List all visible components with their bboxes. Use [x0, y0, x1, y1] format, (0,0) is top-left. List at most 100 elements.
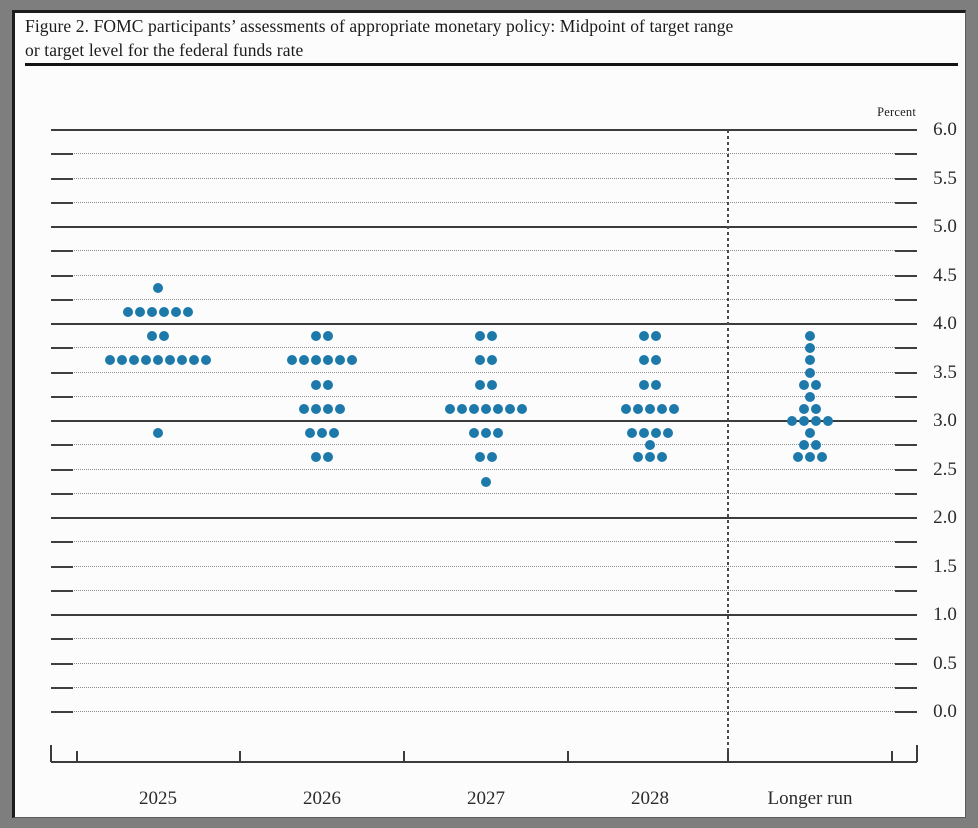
y-tick-right [895, 468, 917, 471]
participant-dot [799, 416, 809, 426]
gridline-dotted [51, 541, 917, 543]
participant-dot [799, 379, 809, 390]
participant-dot [201, 355, 211, 366]
y-tick-right [895, 298, 917, 301]
participant-dot [147, 306, 157, 317]
participant-dot [481, 403, 491, 414]
participant-dot [129, 355, 139, 366]
y-tick-left [51, 541, 73, 544]
participant-dot [663, 428, 673, 439]
y-tick-left [51, 492, 73, 495]
participant-dot [147, 331, 157, 342]
gridline-dotted [51, 589, 917, 591]
participant-dot [657, 403, 667, 414]
y-axis-label: 5.0 [933, 216, 957, 237]
participant-dot [805, 367, 815, 378]
participant-dot [475, 331, 485, 342]
participant-dot [475, 379, 485, 390]
participant-dot [517, 403, 527, 414]
participant-dot [347, 355, 357, 366]
y-tick-left [51, 444, 73, 447]
gridline-dotted [51, 177, 917, 179]
participant-dot [311, 355, 321, 366]
participant-dot [165, 355, 175, 366]
participant-dot [817, 452, 827, 463]
participant-dot [805, 331, 815, 342]
y-tick-right [895, 395, 917, 398]
x-axis-end-tick [50, 745, 52, 762]
participant-dot [639, 379, 649, 390]
y-tick-right [895, 444, 917, 447]
gridline-solid [51, 517, 917, 519]
participant-dot [475, 452, 485, 463]
participant-dot [323, 452, 333, 463]
y-tick-left [51, 201, 73, 204]
figure-title-line-1: Figure 2. FOMC participants’ assessments… [25, 16, 734, 36]
participant-dot [177, 355, 187, 366]
y-tick-left [51, 153, 73, 156]
participant-dot [183, 306, 193, 317]
y-axis-label: 0.0 [933, 701, 957, 722]
y-tick-right [895, 371, 917, 374]
participant-dot [645, 403, 655, 414]
participant-dot [487, 331, 497, 342]
y-tick-left [51, 274, 73, 277]
x-axis-tick [727, 751, 729, 762]
gridline-dotted [51, 298, 917, 300]
y-axis-label: 0.5 [933, 652, 957, 674]
y-axis-label: 5.5 [933, 167, 957, 189]
y-tick-right [895, 711, 917, 713]
gridline-dotted [51, 371, 917, 373]
y-tick-left [51, 589, 73, 592]
y-axis-label: 3.0 [933, 410, 957, 431]
gridline-dotted [51, 395, 917, 397]
participant-dot [805, 355, 815, 366]
y-tick-left [51, 565, 73, 568]
x-axis-tick [567, 751, 569, 762]
participant-dot [639, 355, 649, 366]
participant-dot [787, 416, 797, 426]
participant-dot [153, 355, 163, 366]
participant-dot [639, 428, 649, 439]
y-tick-right [895, 686, 917, 689]
participant-dot [153, 428, 163, 439]
document-page [12, 10, 966, 818]
participant-dot [311, 452, 321, 463]
gridline-dotted [51, 638, 917, 640]
gridline-dotted [51, 347, 917, 349]
participant-dot [457, 403, 467, 414]
y-tick-left [51, 638, 73, 641]
y-tick-left [51, 711, 73, 713]
participant-dot [487, 452, 497, 463]
participant-dot [171, 306, 181, 317]
participant-dot [633, 452, 643, 463]
participant-dot [189, 355, 199, 366]
participant-dot [469, 403, 479, 414]
gridline-dotted [51, 711, 917, 712]
participant-dot [651, 428, 661, 439]
participant-dot [493, 403, 503, 414]
y-axis-label: 2.0 [933, 507, 957, 528]
y-tick-right [895, 153, 917, 156]
longer-run-separator [727, 130, 729, 762]
participant-dot [505, 403, 515, 414]
participant-dot [487, 355, 497, 366]
participant-dot [651, 379, 661, 390]
participant-dot [311, 403, 321, 414]
participant-dot [159, 331, 169, 342]
participant-dot [805, 343, 815, 354]
x-axis-end-tick [916, 745, 918, 762]
y-tick-left [51, 686, 73, 689]
gridline-dotted [51, 274, 917, 276]
participant-dot [159, 306, 169, 317]
participant-dot [493, 428, 503, 439]
x-axis-category-label: 2027 [467, 788, 505, 809]
x-axis-category-label: 2025 [139, 788, 177, 809]
participant-dot [793, 452, 803, 463]
y-tick-right [895, 589, 917, 592]
participant-dot [299, 403, 309, 414]
participant-dot [323, 379, 333, 390]
participant-dot [645, 452, 655, 463]
x-axis-tick [239, 751, 241, 762]
